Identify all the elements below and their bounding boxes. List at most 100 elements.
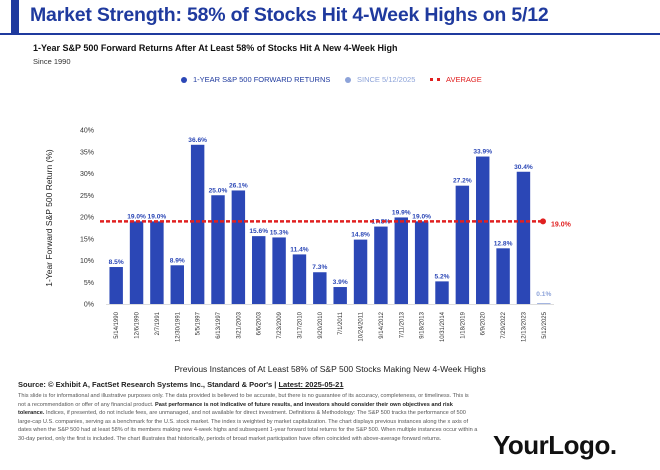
bar [414, 221, 429, 304]
bar-value-label: 19.0% [127, 213, 146, 220]
y-tick-label: 20% [80, 215, 94, 222]
x-tick-label: 7/29/2022 [501, 311, 507, 338]
average-marker [540, 218, 546, 225]
y-tick-label: 5% [84, 280, 94, 287]
bar [435, 281, 449, 304]
bar [292, 254, 307, 304]
bar [455, 185, 470, 304]
bar [516, 171, 531, 304]
value-labels: 8.5%19.0% 19.0%8.9%36.6%25.0%26.1%15.6% 15… [109, 137, 552, 298]
x-axis-label: Previous Instances of At Least 58% of S&… [174, 364, 486, 374]
x-tick-label: 5/5/1997 [196, 311, 202, 335]
disclaimer-text-b: Indices, if presented, do not include fe… [18, 410, 478, 442]
legend-label-since: SINCE 5/12/2025 [357, 75, 416, 84]
bar-value-label: 19.0% [148, 213, 167, 220]
title-accent-bar [11, 0, 19, 33]
bar-value-label: 7.3% [312, 264, 327, 271]
x-tick-label: 12/30/1991 [175, 311, 181, 342]
x-tick-label: 6/6/2003 [257, 311, 263, 335]
bar-value-label: 27.2% [453, 178, 472, 185]
y-tick-label: 40% [80, 128, 94, 135]
x-tick-label: 12/6/1990 [135, 311, 141, 338]
legend-swatch-average [430, 78, 440, 81]
chart-subtitle: 1-Year S&P 500 Forward Returns After At … [33, 43, 398, 53]
page-title: Market Strength: 58% of Stocks Hit 4-Wee… [30, 4, 549, 26]
header-divider [0, 33, 660, 35]
bar [333, 287, 347, 304]
disclaimer-text-bold: Past performance is not indicative of fu… [18, 401, 453, 417]
x-axis-ticks: 5/14/1990 12/6/1990 2/7/1991 12/30/1991 5/5/… [114, 311, 548, 342]
bar-value-label: 5.2% [434, 273, 449, 280]
x-tick-label: 12/13/2023 [521, 311, 527, 342]
x-tick-label: 5/14/1990 [114, 311, 120, 338]
x-tick-label: 6/9/2020 [481, 311, 487, 335]
chart-legend: 1-YEAR S&P 500 FORWARD RETURNS SINCE 5/1… [0, 75, 660, 87]
latest-date-link[interactable]: Latest: 2025-05-21 [278, 380, 344, 389]
x-tick-label: 9/14/2012 [379, 311, 385, 338]
y-tick-label: 35% [80, 149, 94, 156]
bar-value-label: 17.8% [372, 219, 391, 226]
x-tick-label: 2/7/1991 [155, 311, 161, 335]
bar-value-label: 15.6% [249, 228, 268, 235]
legend-swatch-forward [181, 76, 187, 83]
bar [272, 237, 286, 304]
bar-value-label: 0.1% [536, 291, 551, 298]
legend-item-since: SINCE 5/12/2025 [345, 75, 415, 84]
bar [537, 303, 551, 304]
brand-logo: YourLogo. [493, 430, 617, 460]
bar [353, 239, 368, 304]
bar-value-label: 8.9% [170, 257, 185, 264]
bar [231, 190, 246, 304]
bar [190, 144, 205, 304]
bar-value-label: 8.5% [109, 259, 124, 266]
disclaimer: This slide is for informational and illu… [18, 392, 478, 443]
x-tick-label: 3/21/2003 [236, 311, 242, 338]
x-tick-label: 3/17/2010 [297, 311, 303, 338]
y-axis-ticks: 0% 5% 10% 15% 20% 25% 30% 35% 40% [80, 128, 94, 309]
bar-value-label: 19.0% [412, 213, 431, 220]
x-tick-label: 7/1/2011 [338, 311, 344, 335]
header-bar: Market Strength: 58% of Stocks Hit 4-Wee… [0, 0, 660, 34]
bar [496, 248, 510, 304]
bar-value-label: 19.9% [392, 209, 411, 216]
bar-value-label: 30.4% [514, 164, 533, 171]
bar [394, 217, 408, 304]
x-tick-label: 9/20/2010 [318, 311, 324, 338]
legend-item-average: AVERAGE [430, 75, 482, 84]
legend-label-average: AVERAGE [446, 75, 482, 84]
x-tick-label: 7/11/2013 [399, 311, 405, 338]
bar [374, 226, 388, 304]
y-tick-label: 15% [80, 236, 94, 243]
bar [313, 272, 327, 304]
bar [129, 221, 144, 304]
bar [170, 265, 184, 304]
source-text: Source: © Exhibit A, FactSet Research Sy… [18, 380, 279, 389]
bar-value-label: 3.9% [333, 279, 348, 286]
source-line: Source: © Exhibit A, FactSet Research Sy… [18, 380, 344, 389]
y-tick-label: 25% [80, 193, 94, 200]
bar-value-label: 25.0% [209, 187, 228, 194]
legend-swatch-since [345, 76, 351, 83]
bar-value-label: 26.1% [229, 182, 248, 189]
y-tick-label: 10% [80, 258, 94, 265]
bar-value-label: 11.4% [290, 246, 308, 253]
x-tick-label: 10/24/2011 [359, 311, 365, 341]
bar [252, 236, 266, 304]
bar [109, 267, 123, 304]
bar-chart: 0%5%10%15%20%25%30%35%40% 8.5%19.0% 19.0%… [44, 128, 572, 375]
disclaimer-text-a: This slide is for informational and illu… [18, 393, 469, 408]
bar [150, 221, 164, 304]
chart-since-note: Since 1990 [33, 57, 71, 66]
x-tick-label: 1/18/2019 [460, 311, 466, 338]
average-label: 19.0% [551, 221, 572, 228]
bar-value-label: 15.3% [270, 229, 289, 236]
bar-value-label: 36.6% [188, 137, 207, 144]
y-axis-label: 1-Year Forward S&P 500 Return (%) [44, 149, 54, 287]
bars [109, 144, 551, 304]
bar [211, 195, 225, 304]
bar-value-label: 14.8% [351, 232, 370, 239]
legend-label-forward: 1-YEAR S&P 500 FORWARD RETURNS [193, 75, 331, 84]
y-tick-label: 30% [80, 171, 94, 178]
bar [476, 156, 490, 304]
bar-value-label: 12.8% [494, 240, 513, 247]
